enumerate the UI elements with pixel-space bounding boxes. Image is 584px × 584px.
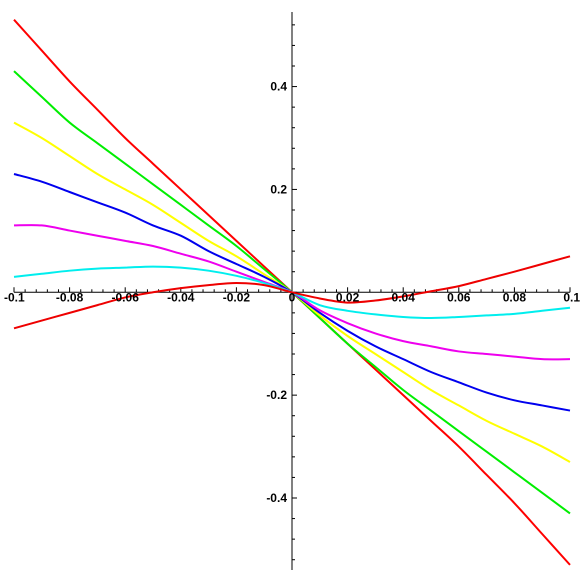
x-tick-label: -0.08 [56, 290, 84, 304]
y-tick-label: 0.4 [270, 80, 287, 94]
y-tick-label: 0.2 [270, 182, 287, 196]
tick-labels: -0.1 -0.08 -0.06 -0.04 -0.02 0 0.02 0.04 0.06 0.0… [4, 80, 580, 505]
y-tick-label: -0.2 [266, 388, 287, 402]
x-tick-label: -0.06 [112, 290, 140, 304]
x-tick-label: 0.08 [503, 290, 527, 304]
x-tick-label: 0.02 [336, 290, 360, 304]
x-tick-label: -0.04 [167, 290, 195, 304]
x-tick-label: -0.02 [223, 290, 251, 304]
x-tick-label: 0.1 [563, 290, 580, 304]
y-tick-label: -0.4 [266, 491, 287, 505]
x-tick-label: -0.1 [4, 290, 25, 304]
series-layer [13, 19, 571, 566]
series-line-7 [13, 255, 571, 330]
x-tick-label: 0 [289, 290, 296, 304]
x-tick-label: 0.04 [392, 290, 416, 304]
x-tick-label: 0.06 [447, 290, 471, 304]
tick-marks [13, 24, 571, 561]
